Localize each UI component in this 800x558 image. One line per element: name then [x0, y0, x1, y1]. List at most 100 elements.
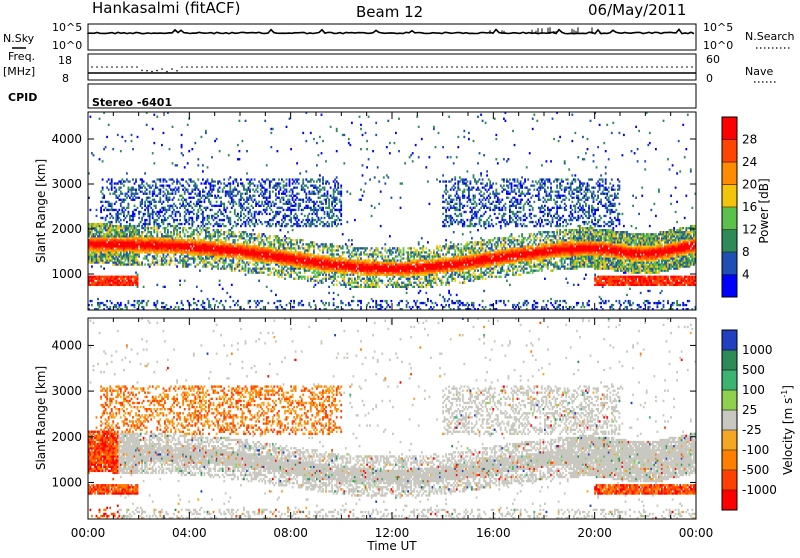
echo-cell — [176, 259, 178, 261]
echo-cell — [138, 253, 140, 255]
echo-cell — [141, 261, 143, 263]
echo-cell — [129, 219, 131, 221]
echo-cell — [100, 207, 102, 209]
echo-cell — [149, 221, 151, 223]
echo-cell — [204, 239, 206, 241]
echo-cell — [315, 207, 317, 209]
echo-cell — [273, 217, 275, 219]
echo-cell — [190, 239, 192, 241]
echo-cell — [372, 259, 374, 261]
echo-cell — [149, 217, 151, 219]
echo-cell — [152, 193, 154, 195]
echo-cell — [211, 156, 213, 158]
nave-dot — [356, 66, 358, 68]
echo-cell — [283, 187, 285, 189]
echo-cell — [164, 213, 166, 215]
echo-cell — [193, 180, 195, 182]
echo-cell — [255, 211, 257, 213]
echo-cell — [111, 259, 113, 261]
echo-cell — [243, 253, 245, 255]
echo-cell — [176, 302, 178, 304]
echo-cell — [147, 225, 149, 227]
nave-dot — [396, 66, 398, 68]
echo-cell — [129, 247, 131, 249]
echo-cell — [365, 182, 367, 184]
echo-cell — [235, 203, 237, 205]
echo-cell — [270, 245, 272, 247]
echo-cell — [295, 259, 297, 261]
echo-cell — [120, 180, 122, 182]
echo-cell — [298, 193, 300, 195]
echo-cell — [213, 215, 215, 217]
echo-cell — [144, 187, 146, 189]
echo-cell — [106, 300, 108, 302]
echo-cell — [251, 251, 253, 253]
echo-cell — [172, 217, 174, 219]
echo-cell — [248, 207, 250, 209]
echo-cell — [184, 257, 186, 259]
echo-cell — [114, 249, 116, 251]
echo-cell — [115, 237, 117, 239]
echo-cell — [387, 255, 389, 257]
echo-cell — [331, 223, 333, 225]
echo-cell — [305, 140, 307, 142]
echo-cell — [225, 241, 227, 243]
echo-cell — [235, 263, 237, 265]
nave-dot — [241, 66, 243, 68]
echo-cell — [146, 304, 148, 306]
echo-cell — [349, 282, 351, 284]
echo-cell — [243, 185, 245, 187]
echo-cell — [118, 280, 120, 282]
echo-cell — [123, 207, 125, 209]
echo-cell — [210, 203, 212, 205]
echo-cell — [311, 193, 313, 195]
echo-cell — [334, 270, 336, 272]
echo-cell — [384, 182, 386, 184]
echo-cell — [106, 231, 108, 233]
echo-cell — [158, 213, 160, 215]
echo-cell — [105, 219, 107, 221]
echo-cell — [273, 178, 275, 180]
echo-cell — [190, 193, 192, 195]
echo-cell — [387, 280, 389, 282]
echo-cell — [304, 263, 306, 265]
echo-cell — [197, 217, 199, 219]
echo-cell — [272, 223, 274, 225]
echo-cell — [261, 185, 263, 187]
echo-cell — [99, 118, 101, 120]
echo-cell — [137, 276, 139, 278]
echo-cell — [336, 130, 338, 132]
echo-cell — [170, 306, 172, 308]
echo-cell — [284, 219, 286, 221]
echo-cell — [100, 191, 102, 193]
echo-cell — [141, 207, 143, 209]
echo-cell — [378, 278, 380, 280]
echo-cell — [114, 261, 116, 263]
echo-cell — [234, 239, 236, 241]
echo-cell — [357, 284, 359, 286]
echo-cell — [273, 243, 275, 245]
nave-dot — [291, 66, 293, 68]
echo-cell — [289, 199, 291, 201]
echo-cell — [273, 215, 275, 217]
echo-cell — [105, 146, 107, 148]
echo-cell — [152, 191, 154, 193]
echo-cell — [220, 203, 222, 205]
echo-cell — [149, 219, 151, 221]
echo-cell — [239, 259, 241, 261]
echo-cell — [184, 207, 186, 209]
echo-cell — [197, 235, 199, 237]
echo-cell — [254, 223, 256, 225]
echo-cell — [172, 199, 174, 201]
echo-cell — [229, 217, 231, 219]
echo-cell — [201, 304, 203, 306]
echo-cell — [337, 294, 339, 296]
echo-cell — [99, 306, 101, 308]
echo-cell — [246, 233, 248, 235]
echo-cell — [167, 253, 169, 255]
echo-cell — [316, 164, 318, 166]
echo-cell — [219, 302, 221, 304]
echo-cell — [123, 201, 125, 203]
echo-cell — [129, 282, 131, 284]
echo-cell — [266, 207, 268, 209]
